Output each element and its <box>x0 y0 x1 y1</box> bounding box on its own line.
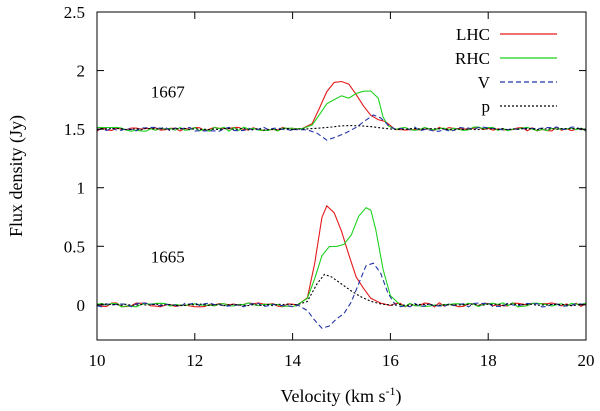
series-line-p-1667 <box>96 125 587 131</box>
legend-label-rhc: RHC <box>455 49 490 68</box>
x-tick-label: 14 <box>284 351 302 370</box>
x-tick-label: 20 <box>578 351 595 370</box>
legend-label-v: V <box>478 73 491 92</box>
series-line-v-1667 <box>96 114 587 141</box>
y-tick-label: 1 <box>77 179 86 198</box>
x-axis-title-close: ) <box>396 386 402 407</box>
legend-label-p: p <box>482 97 491 116</box>
axis-labels: 10 12 14 16 18 20 0 0.5 1 1.5 2 2.5 1667 1665 <box>64 3 595 370</box>
legend-label-lhc: LHC <box>456 25 490 44</box>
y-tick-label: 1.5 <box>64 120 85 139</box>
y-tick-label: 0.5 <box>64 237 85 256</box>
x-axis-title: Velocity (km s-1) <box>281 384 402 407</box>
y-tick-label: 0 <box>77 296 86 315</box>
series-line-p-1665 <box>96 273 587 307</box>
x-axis-title-sup: -1 <box>386 384 396 398</box>
x-axis-title-main: Velocity (km s <box>281 386 386 407</box>
plot-frame <box>96 11 587 341</box>
x-tick-label: 16 <box>382 351 399 370</box>
panel-label-1667: 1667 <box>151 83 186 102</box>
y-axis-title: Flux density (Jy) <box>6 115 27 237</box>
y-tick-label: 2 <box>77 62 86 81</box>
series-line-v-1665 <box>96 262 587 329</box>
x-tick-label: 12 <box>186 351 203 370</box>
y-tick-label: 2.5 <box>64 3 85 22</box>
x-tick-label: 18 <box>480 351 497 370</box>
panel-label-1665: 1665 <box>151 248 185 267</box>
x-tick-label: 10 <box>89 351 106 370</box>
axis-ticks <box>96 11 587 340</box>
legend: LHC RHC Vp <box>455 25 557 116</box>
plot-area <box>96 80 587 329</box>
